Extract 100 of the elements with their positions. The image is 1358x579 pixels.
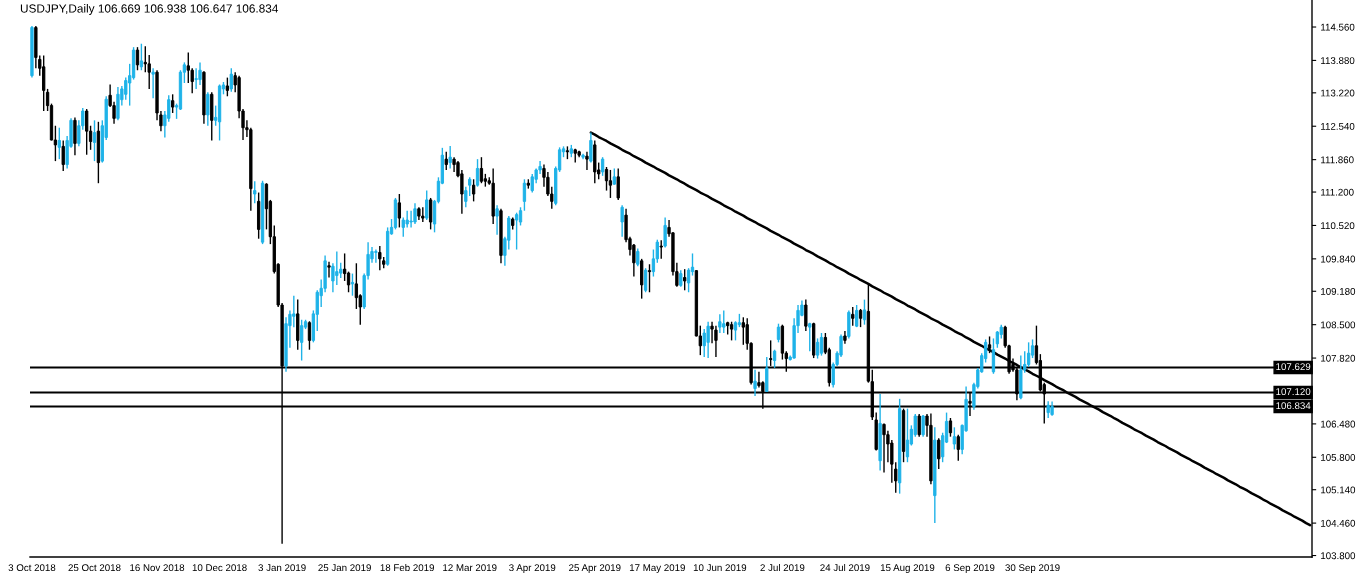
candlestick <box>354 262 359 310</box>
candlestick <box>808 322 812 352</box>
x-tick-label: 16 Nov 2018 <box>130 564 185 572</box>
candlestick <box>350 272 355 297</box>
x-tick-label: 3 Apr 2019 <box>509 564 556 574</box>
x-tick-label: 18 Feb 2019 <box>380 563 435 572</box>
y-tick-label: 106.480 <box>1321 420 1356 428</box>
candlestick <box>425 189 429 221</box>
candlestick <box>917 413 921 438</box>
x-tick-label: 10 Jun 2019 <box>693 564 747 572</box>
chart-title: USDJPY,Daily 106.669 106.938 106.647 106.834 <box>20 4 279 15</box>
candlestick <box>85 108 89 156</box>
x-tick-label: 15 Aug 2019 <box>880 564 935 574</box>
y-tick-label: 108.500 <box>1321 321 1356 329</box>
x-tick-label: 10 Dec 2018 <box>192 564 247 572</box>
candlestick <box>1026 341 1031 368</box>
candlestick <box>327 261 331 279</box>
y-tick-label: 111.860 <box>1321 156 1354 164</box>
candlestick <box>139 43 144 71</box>
y-tick-label: 114.560 <box>1321 23 1355 31</box>
candlestick <box>815 337 820 360</box>
y-tick-label: 112.540 <box>1321 122 1355 130</box>
candlestick <box>42 54 46 112</box>
x-tick-label: 30 Sep 2019 <box>1005 564 1060 574</box>
candlestick <box>198 61 202 86</box>
candlestick <box>765 356 769 393</box>
candlestick <box>804 298 808 332</box>
candlestick <box>991 337 996 375</box>
candlestick <box>186 51 190 84</box>
candlestick <box>772 349 777 369</box>
candlestick <box>948 417 953 438</box>
candlestick <box>683 268 687 291</box>
candlestick <box>448 145 452 170</box>
y-tick-label: 103.800 <box>1321 552 1356 560</box>
candlestick <box>522 178 527 212</box>
x-tick-label: 12 Mar 2019 <box>443 564 497 572</box>
x-tick-label: 25 Jan 2019 <box>318 564 371 572</box>
candlestick <box>495 204 499 236</box>
y-tick-label: 111.200 <box>1321 188 1354 196</box>
y-tick-label: 105.140 <box>1321 486 1356 494</box>
candlestick <box>862 298 867 326</box>
candlestick <box>589 131 593 164</box>
candlestick <box>600 156 605 177</box>
candlestick <box>733 320 738 342</box>
candlestick <box>143 45 147 73</box>
candlestick <box>413 202 417 225</box>
candlestick <box>686 267 691 293</box>
candlestick <box>61 139 65 172</box>
candlestick <box>921 414 925 438</box>
candlestick <box>647 263 652 293</box>
candlestick <box>475 158 480 188</box>
candlestick <box>706 321 710 359</box>
candlestick <box>409 210 413 229</box>
candlestick <box>882 422 886 474</box>
candlestick <box>643 267 648 293</box>
candlestick <box>92 119 97 162</box>
candlestick <box>663 216 667 249</box>
ref-line-label: 107.120 <box>1276 388 1311 396</box>
x-tick-label: 6 Sep 2019 <box>945 564 995 574</box>
y-tick-label: 113.220 <box>1321 89 1355 97</box>
candlestick <box>518 206 523 227</box>
candlestick <box>444 151 448 171</box>
candlestick <box>858 308 863 328</box>
candlestick <box>753 369 757 397</box>
y-tick-label: 109.180 <box>1321 288 1356 295</box>
candlestick <box>428 197 433 231</box>
candlestick <box>905 407 910 463</box>
candlestick <box>307 320 312 351</box>
candlestick <box>616 167 620 201</box>
candlestick <box>421 206 425 223</box>
candlestick <box>956 434 960 462</box>
candlestick <box>335 250 339 286</box>
x-tick-label: 2 Jul 2019 <box>760 563 805 572</box>
candlestick <box>819 332 824 357</box>
candlestick <box>57 127 61 160</box>
y-tick-label: 104.460 <box>1321 519 1356 527</box>
y-tick-label: 107.820 <box>1321 354 1356 362</box>
candlestick <box>585 151 589 171</box>
candlestick <box>479 156 484 184</box>
candlestick <box>776 322 781 344</box>
candlestick <box>729 321 734 342</box>
y-tick-label: 109.840 <box>1321 255 1356 263</box>
candlestick <box>952 426 957 451</box>
candlestick <box>620 204 624 238</box>
candlestick <box>757 371 761 389</box>
x-tick-label: 3 Oct 2018 <box>8 564 56 572</box>
candlestick <box>659 239 663 260</box>
x-tick-label: 17 May 2019 <box>629 564 685 574</box>
x-tick-label: 25 Oct 2018 <box>68 564 121 572</box>
x-tick-label: 24 Jul 2019 <box>820 563 870 572</box>
y-tick-label: 105.800 <box>1321 454 1356 461</box>
candlestick <box>722 309 726 334</box>
ref-line-label: 107.629 <box>1276 363 1311 371</box>
candlestick <box>229 67 233 93</box>
y-tick-label: 110.520 <box>1321 222 1355 230</box>
candlestick <box>206 91 210 127</box>
x-tick-label: 3 Jan 2019 <box>258 564 306 572</box>
candlestick <box>299 319 304 362</box>
candlestick <box>604 166 609 192</box>
candlestick <box>714 324 718 358</box>
